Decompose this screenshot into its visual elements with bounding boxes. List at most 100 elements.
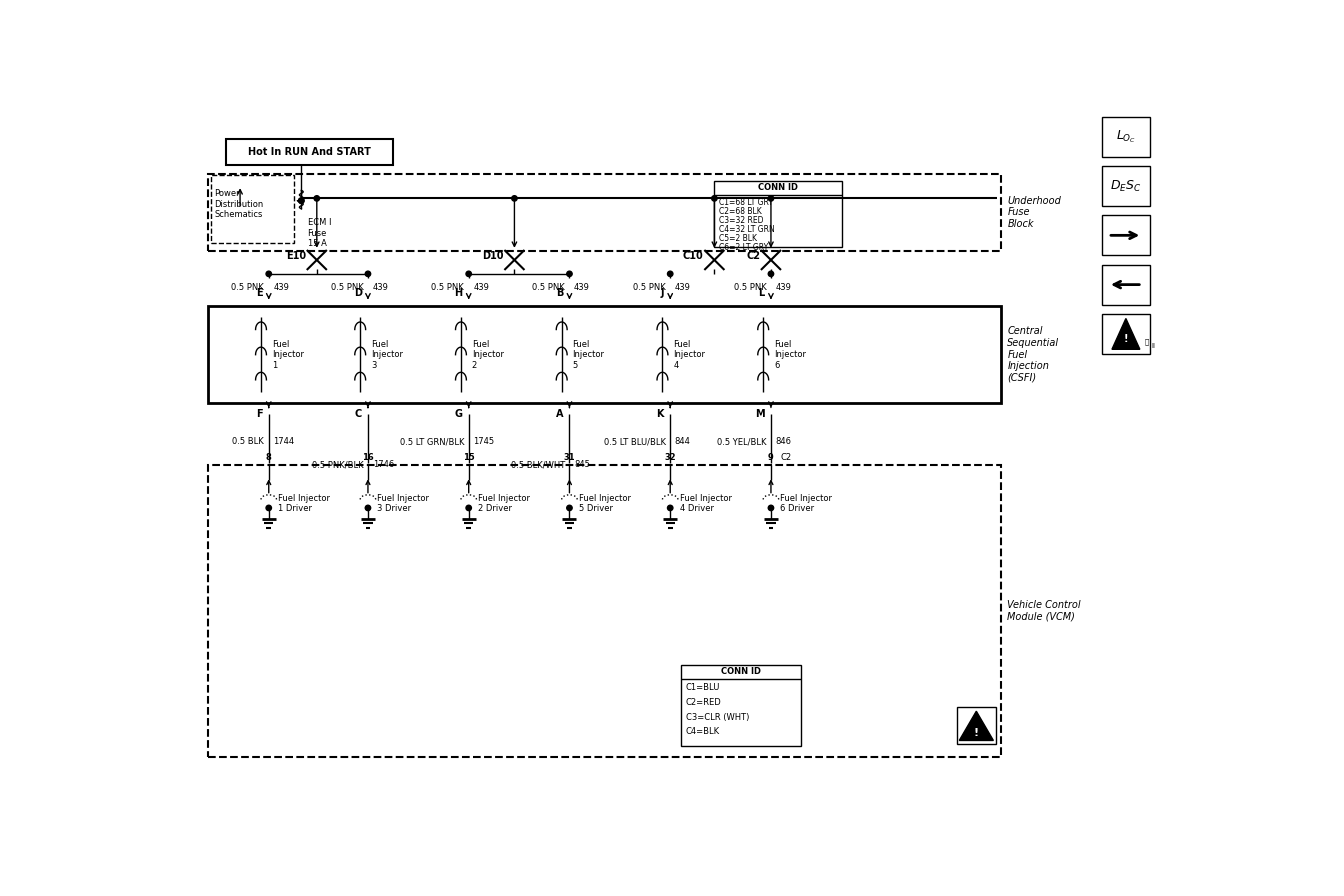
Bar: [208, 465, 1001, 757]
Text: $D_{E}S_C$: $D_{E}S_C$: [1110, 178, 1141, 194]
Text: $L_{O_C}$: $L_{O_C}$: [1116, 128, 1136, 145]
Text: C: C: [355, 409, 362, 419]
Text: 844: 844: [675, 437, 691, 446]
Text: 846: 846: [775, 437, 792, 446]
Text: E10: E10: [286, 251, 306, 261]
Text: II: II: [1152, 343, 1156, 349]
Text: C2=RED: C2=RED: [685, 698, 722, 707]
Text: Hot In RUN And START: Hot In RUN And START: [249, 147, 371, 157]
Text: 439: 439: [473, 283, 489, 292]
Text: 0.5 PNK: 0.5 PNK: [734, 283, 766, 292]
Text: G: G: [454, 409, 462, 419]
Circle shape: [466, 271, 472, 277]
Text: 439: 439: [273, 283, 289, 292]
Text: Fuel Injector
3 Driver: Fuel Injector 3 Driver: [378, 494, 429, 513]
Text: 1744: 1744: [273, 437, 294, 446]
Circle shape: [567, 271, 573, 277]
Bar: [1102, 314, 1150, 354]
Text: Fuel
Injector
6: Fuel Injector 6: [774, 340, 806, 369]
Text: 0.5 BLK: 0.5 BLK: [233, 437, 265, 446]
Text: 439: 439: [775, 283, 792, 292]
Text: C4=32 LT GRN: C4=32 LT GRN: [719, 225, 774, 234]
Text: 0.5 PNK/BLK: 0.5 PNK/BLK: [312, 461, 363, 470]
Text: 0.5 LT GRN/BLK: 0.5 LT GRN/BLK: [399, 437, 464, 446]
Text: Ⓜ: Ⓜ: [1145, 339, 1149, 345]
Text: Fuel Injector
6 Driver: Fuel Injector 6 Driver: [781, 494, 832, 513]
Text: K: K: [656, 409, 664, 419]
Text: 439: 439: [372, 283, 388, 292]
Text: E: E: [255, 289, 262, 298]
Text: Fuel
Injector
4: Fuel Injector 4: [673, 340, 706, 369]
Bar: [1102, 116, 1150, 157]
Text: C3=32 RED: C3=32 RED: [719, 216, 763, 225]
Text: 16: 16: [362, 452, 374, 461]
Text: 0.5 BLK/WHT: 0.5 BLK/WHT: [511, 461, 564, 470]
Bar: [208, 174, 1001, 251]
Circle shape: [769, 505, 774, 511]
Circle shape: [366, 271, 371, 277]
Text: CONN ID: CONN ID: [722, 668, 761, 676]
Text: B: B: [556, 289, 563, 298]
Text: Fuel
Injector
5: Fuel Injector 5: [573, 340, 605, 369]
Text: 0.5 PNK: 0.5 PNK: [231, 283, 265, 292]
Bar: [208, 306, 1001, 403]
Text: Fuel Injector
2 Driver: Fuel Injector 2 Driver: [478, 494, 530, 513]
Circle shape: [769, 271, 774, 277]
Text: C5=2 BLK: C5=2 BLK: [719, 234, 757, 243]
Text: Central
Sequential
Fuel
Injection
(CSFI): Central Sequential Fuel Injection (CSFI): [1007, 326, 1059, 383]
Text: C2=68 BLK: C2=68 BLK: [719, 207, 762, 216]
Circle shape: [668, 271, 673, 277]
Text: Fuel Injector
1 Driver: Fuel Injector 1 Driver: [278, 494, 331, 513]
Text: D: D: [353, 289, 362, 298]
Text: Fuel
Injector
3: Fuel Injector 3: [371, 340, 403, 369]
Text: 439: 439: [574, 283, 590, 292]
Text: Vehicle Control
Module (VCM): Vehicle Control Module (VCM): [1007, 600, 1081, 622]
Text: 1745: 1745: [473, 437, 495, 446]
Text: Fuel
Injector
2: Fuel Injector 2: [472, 340, 504, 369]
Bar: [957, 707, 996, 745]
Text: 439: 439: [675, 283, 691, 292]
Polygon shape: [1111, 318, 1140, 349]
Text: 31: 31: [563, 452, 575, 461]
Text: !: !: [1124, 334, 1128, 344]
Text: H: H: [454, 289, 462, 298]
Text: 15: 15: [462, 452, 474, 461]
Bar: [1102, 215, 1150, 255]
Circle shape: [466, 505, 472, 511]
Text: C1=68 LT GRY: C1=68 LT GRY: [719, 198, 773, 207]
Text: 0.5 PNK: 0.5 PNK: [532, 283, 564, 292]
Bar: [1102, 264, 1150, 305]
Circle shape: [366, 505, 371, 511]
Circle shape: [668, 505, 673, 511]
Text: C6=2 LT GRY: C6=2 LT GRY: [719, 243, 769, 252]
Text: Fuel Injector
4 Driver: Fuel Injector 4 Driver: [680, 494, 731, 513]
Text: C2: C2: [746, 251, 761, 261]
Text: 845: 845: [574, 461, 590, 470]
Circle shape: [298, 198, 304, 203]
Text: A: A: [556, 409, 563, 419]
Text: 0.5 PNK: 0.5 PNK: [331, 283, 363, 292]
Polygon shape: [960, 711, 993, 740]
Text: 9: 9: [767, 452, 774, 461]
Text: 0.5 LT BLU/BLK: 0.5 LT BLU/BLK: [603, 437, 665, 446]
Text: 0.5 PNK: 0.5 PNK: [431, 283, 464, 292]
Bar: [715, 181, 843, 247]
Circle shape: [712, 195, 718, 201]
Circle shape: [266, 505, 271, 511]
Text: 1746: 1746: [372, 461, 394, 470]
Text: Underhood
Fuse
Block: Underhood Fuse Block: [1007, 195, 1062, 228]
Text: F: F: [255, 409, 262, 419]
Text: M: M: [755, 409, 765, 419]
Text: J: J: [660, 289, 664, 298]
Text: CONN ID: CONN ID: [758, 184, 798, 193]
Circle shape: [266, 271, 271, 277]
Circle shape: [512, 195, 517, 201]
Bar: [211, 176, 293, 243]
Bar: [1102, 166, 1150, 206]
Text: L: L: [758, 289, 765, 298]
Circle shape: [314, 195, 320, 201]
Text: C3=CLR (WHT): C3=CLR (WHT): [685, 712, 749, 722]
Text: D10: D10: [482, 251, 504, 261]
Bar: [226, 139, 392, 165]
Circle shape: [567, 505, 573, 511]
